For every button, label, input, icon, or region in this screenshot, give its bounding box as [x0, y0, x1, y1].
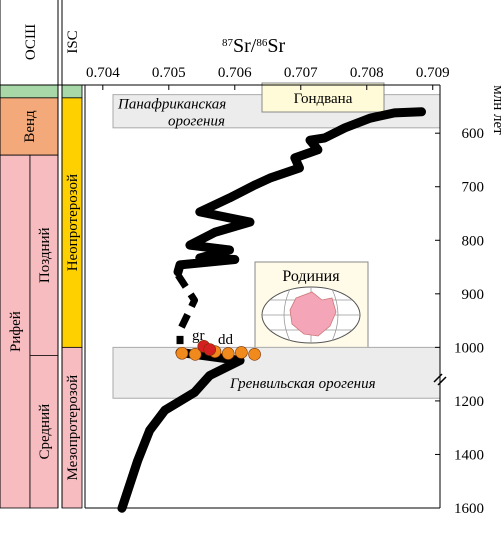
y-tick-label: 600	[462, 126, 485, 142]
gondwana-box	[261, 82, 385, 113]
isc-unit-label: Неопротерозой	[65, 174, 81, 271]
sample-label: gr	[192, 328, 205, 344]
osh-unit	[0, 84, 59, 99]
sample-point	[248, 348, 261, 361]
y-tick-label: 1000	[454, 340, 484, 356]
x-axis-label-part: 87	[222, 37, 234, 49]
isc-header: ISC	[65, 30, 81, 53]
y-tick-label: 800	[462, 233, 485, 249]
y-tick-label: 1600	[454, 501, 484, 517]
osh-unit	[0, 154, 31, 509]
x-tick-label: 0.706	[218, 65, 252, 81]
y-tick-label: 900	[462, 287, 485, 303]
sample-point	[188, 348, 202, 361]
x-axis-label: 87Sr/86Sr	[222, 35, 285, 57]
x-tick-label: 0.708	[350, 65, 384, 81]
sr-curve	[175, 273, 199, 345]
osh-header: ОСШ	[23, 24, 39, 60]
orogeny-label: орогения	[168, 114, 225, 130]
sample-point	[203, 343, 217, 356]
x-tick-label: 0.709	[416, 65, 450, 81]
x-axis-label-part: 86	[256, 37, 268, 49]
osh-unit	[29, 154, 59, 356]
sample-point	[235, 346, 248, 359]
y-axis-label: млн лет	[490, 85, 502, 135]
orogeny-label: Гренвильская орогения	[229, 376, 376, 392]
osh-unit-label: Средний	[37, 404, 53, 460]
axis-break	[433, 373, 447, 386]
sample-point	[175, 346, 189, 360]
orogeny-label: Панафриканская	[117, 97, 226, 113]
osh-unit	[29, 354, 59, 509]
sample-point	[221, 347, 235, 360]
sr-curve	[117, 347, 245, 513]
x-tick-label: 0.704	[86, 65, 120, 81]
isc-unit-label: Мезопротерозой	[65, 375, 81, 481]
sample-label: dd	[218, 332, 234, 348]
y-tick-label: 1200	[454, 394, 484, 410]
x-tick-label: 0.707	[284, 65, 318, 81]
y-tick-label: 1400	[454, 447, 484, 463]
rodinia-label: Родиния	[282, 268, 340, 285]
x-axis-label-part: Sr/	[233, 35, 257, 57]
orogeny-box	[112, 346, 441, 399]
x-tick-label: 0.705	[152, 65, 186, 81]
rodinia-globe	[254, 261, 369, 353]
sr-curve	[173, 107, 427, 277]
isc-unit	[61, 84, 83, 99]
gondwana-label: Гондвана	[294, 91, 353, 107]
osh-unit-label: Венд	[22, 110, 38, 143]
osh-unit	[0, 97, 59, 156]
y-tick-label: 700	[462, 180, 485, 196]
osh-unit-label: Поздний	[37, 227, 53, 283]
osh-unit-label: Рифей	[8, 311, 24, 352]
x-axis-label-part: Sr	[267, 35, 285, 57]
